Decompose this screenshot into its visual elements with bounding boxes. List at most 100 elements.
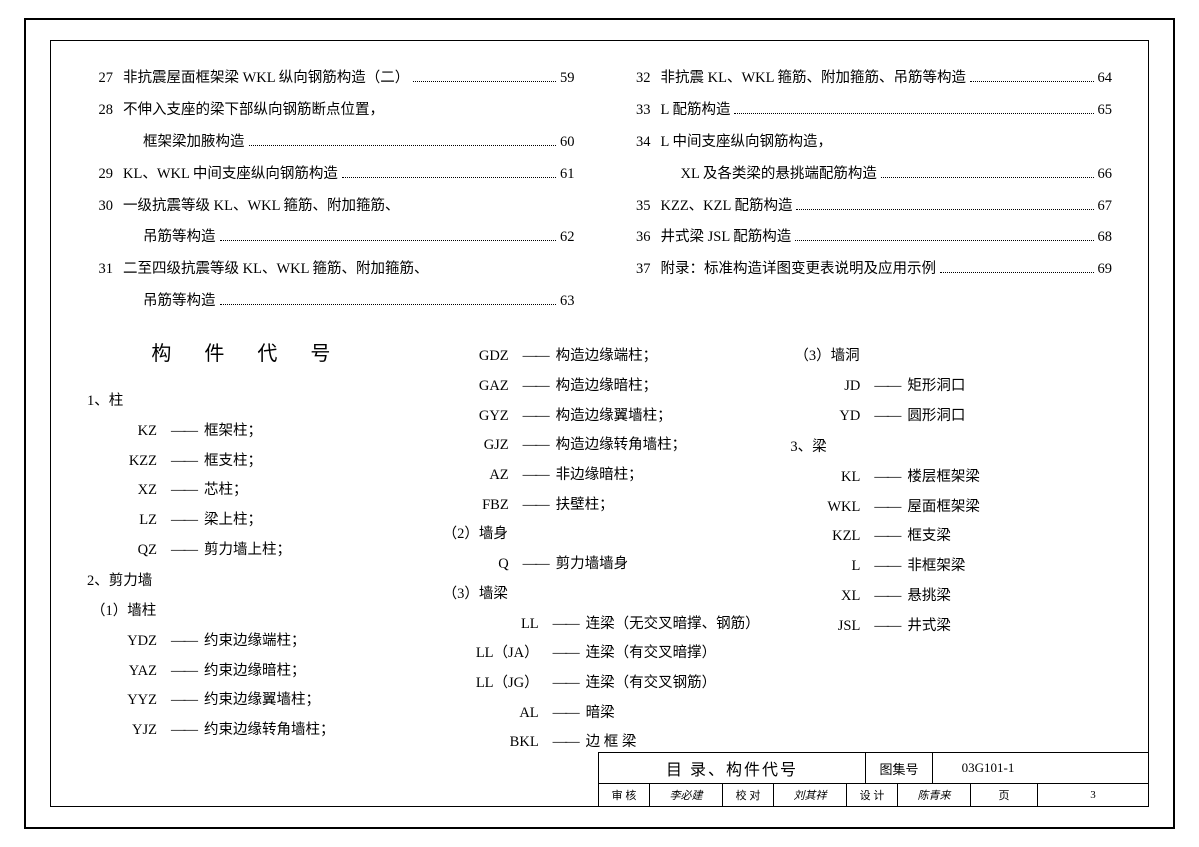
glossary-col-3: （3）墙洞 JD——矩形洞口YD——圆形洞口 3、梁 KL——楼层框架梁WKL—… bbox=[790, 334, 1112, 758]
leader bbox=[249, 145, 557, 146]
desc: 连梁（无交叉暗撑、钢筋） bbox=[586, 610, 760, 640]
desc: 框架柱； bbox=[204, 417, 262, 447]
desc: 矩形洞口 bbox=[907, 372, 965, 402]
toc-text: 附录：标准构造详图变更表说明及应用示例 bbox=[661, 254, 937, 286]
glossary-item: YYZ —— 约束边缘翼墙柱； bbox=[87, 686, 409, 716]
glossary-item: GJZ——构造边缘转角墙柱； bbox=[439, 431, 761, 461]
toc-number: 30 bbox=[87, 191, 113, 223]
glossary-item: LL（JA） —— 连梁（有交叉暗撑） bbox=[439, 639, 761, 669]
dash: —— bbox=[523, 431, 548, 461]
leader bbox=[342, 177, 556, 178]
subsection-wallcol: （1）墙柱 bbox=[87, 597, 409, 627]
subsection-wallbeam: （3）墙梁 bbox=[439, 580, 761, 610]
desc: 梁上柱； bbox=[204, 506, 262, 536]
code: YAZ bbox=[117, 657, 157, 687]
glossary-item: WKL——屋面框架梁 bbox=[790, 493, 1112, 523]
desc: 连梁（有交叉暗撑） bbox=[586, 639, 717, 669]
desc: 非边缘暗柱； bbox=[556, 461, 643, 491]
toc-page: 67 bbox=[1098, 191, 1113, 223]
toc-number: 37 bbox=[625, 254, 651, 286]
glossary: 构 件 代 号 1、柱 KZ——框架柱；KZZ——框支柱；XZ——芯柱；LZ——… bbox=[87, 334, 1112, 758]
toc-entry: 34L 中间支座纵向钢筋构造， bbox=[625, 127, 1113, 159]
dash: —— bbox=[553, 728, 578, 758]
glossary-col-1: 构 件 代 号 1、柱 KZ——框架柱；KZZ——框支柱；XZ——芯柱；LZ——… bbox=[87, 334, 409, 758]
toc-entry: XL 及各类梁的悬挑端配筋构造66 bbox=[625, 159, 1113, 191]
desc: 约束边缘转角墙柱； bbox=[204, 716, 335, 746]
dash: —— bbox=[874, 552, 899, 582]
dash: —— bbox=[523, 491, 548, 521]
toc-page: 68 bbox=[1098, 222, 1113, 254]
toc-page: 65 bbox=[1098, 95, 1113, 127]
toc-page: 61 bbox=[560, 159, 575, 191]
toc-page: 69 bbox=[1098, 254, 1113, 286]
desc: 构造边缘端柱； bbox=[556, 342, 658, 372]
toc-number: 29 bbox=[87, 159, 113, 191]
toc-number: 35 bbox=[625, 191, 651, 223]
dash: —— bbox=[874, 402, 899, 432]
code: LL（JA） bbox=[469, 639, 539, 669]
leader bbox=[413, 81, 556, 82]
tb-des-sig: 陈青来 bbox=[897, 783, 970, 806]
toc-text: L 配筋构造 bbox=[661, 95, 731, 127]
glossary-item: LZ——梁上柱； bbox=[87, 506, 409, 536]
dash: —— bbox=[874, 463, 899, 493]
glossary-item: XL——悬挑梁 bbox=[790, 582, 1112, 612]
dash: —— bbox=[523, 402, 548, 432]
toc-text: 框架梁加腋构造 bbox=[143, 127, 245, 159]
code: YYZ bbox=[117, 686, 157, 716]
toc-page: 59 bbox=[560, 63, 575, 95]
toc-entry: 27非抗震屋面框架梁 WKL 纵向钢筋构造（二）59 bbox=[87, 63, 575, 95]
desc: 暗梁 bbox=[586, 699, 615, 729]
desc: 构造边缘暗柱； bbox=[556, 372, 658, 402]
tb-page-no: 3 bbox=[1037, 783, 1148, 806]
code: YJZ bbox=[117, 716, 157, 746]
desc: 芯柱； bbox=[204, 476, 248, 506]
glossary-item: FBZ——扶壁柱； bbox=[439, 491, 761, 521]
toc-entry: 35KZZ、KZL 配筋构造67 bbox=[625, 191, 1113, 223]
glossary-item: AZ——非边缘暗柱； bbox=[439, 461, 761, 491]
dash: —— bbox=[171, 627, 196, 657]
glossary-item: YDZ——约束边缘端柱； bbox=[87, 627, 409, 657]
toc-text: KL、WKL 中间支座纵向钢筋构造 bbox=[123, 159, 338, 191]
leader bbox=[881, 177, 1094, 178]
dash: —— bbox=[874, 493, 899, 523]
desc: 约束边缘翼墙柱； bbox=[204, 686, 320, 716]
code: L bbox=[820, 552, 860, 582]
tb-chk-sig: 刘其祥 bbox=[773, 783, 846, 806]
glossary-item: YD——圆形洞口 bbox=[790, 402, 1112, 432]
dash: —— bbox=[553, 639, 578, 669]
dash: —— bbox=[171, 716, 196, 746]
glossary-item: Q——剪力墙墙身 bbox=[439, 550, 761, 580]
leader bbox=[970, 81, 1093, 82]
toc-text: 吊筋等构造 bbox=[143, 222, 216, 254]
dash: —— bbox=[874, 522, 899, 552]
toc-entry: 32非抗震 KL、WKL 箍筋、附加箍筋、吊筋等构造64 bbox=[625, 63, 1113, 95]
code: KL bbox=[820, 463, 860, 493]
title-block: 目 录、构件代号 图集号 03G101-1 审 核 李必建 校 对 刘其祥 设 … bbox=[598, 752, 1149, 807]
desc: 井式梁 bbox=[907, 612, 951, 642]
toc-page: 60 bbox=[560, 127, 575, 159]
desc: 剪力墙墙身 bbox=[556, 550, 629, 580]
leader bbox=[940, 272, 1094, 273]
toc: 27非抗震屋面框架梁 WKL 纵向钢筋构造（二）5928不伸入支座的梁下部纵向钢… bbox=[87, 63, 1112, 318]
dash: —— bbox=[171, 476, 196, 506]
glossary-item: GDZ——构造边缘端柱； bbox=[439, 342, 761, 372]
leader bbox=[220, 304, 557, 305]
desc: 屋面框架梁 bbox=[907, 493, 980, 523]
desc: 构造边缘翼墙柱； bbox=[556, 402, 672, 432]
dash: —— bbox=[171, 686, 196, 716]
toc-entry: 28不伸入支座的梁下部纵向钢筋断点位置， bbox=[87, 95, 575, 127]
glossary-item: KZ——框架柱； bbox=[87, 417, 409, 447]
tb-chk-label: 校 对 bbox=[722, 783, 773, 806]
glossary-title: 构 件 代 号 bbox=[87, 334, 409, 375]
tb-rev-sig: 李必建 bbox=[649, 783, 722, 806]
tb-atlas-label: 图集号 bbox=[865, 753, 932, 783]
code: GDZ bbox=[469, 342, 509, 372]
toc-number: 34 bbox=[625, 127, 651, 159]
dash: —— bbox=[171, 447, 196, 477]
subsection-wallbody: （2）墙身 bbox=[439, 520, 761, 550]
dash: —— bbox=[874, 372, 899, 402]
leader bbox=[795, 240, 1093, 241]
toc-text: 非抗震屋面框架梁 WKL 纵向钢筋构造（二） bbox=[123, 63, 409, 95]
toc-page: 63 bbox=[560, 286, 575, 318]
